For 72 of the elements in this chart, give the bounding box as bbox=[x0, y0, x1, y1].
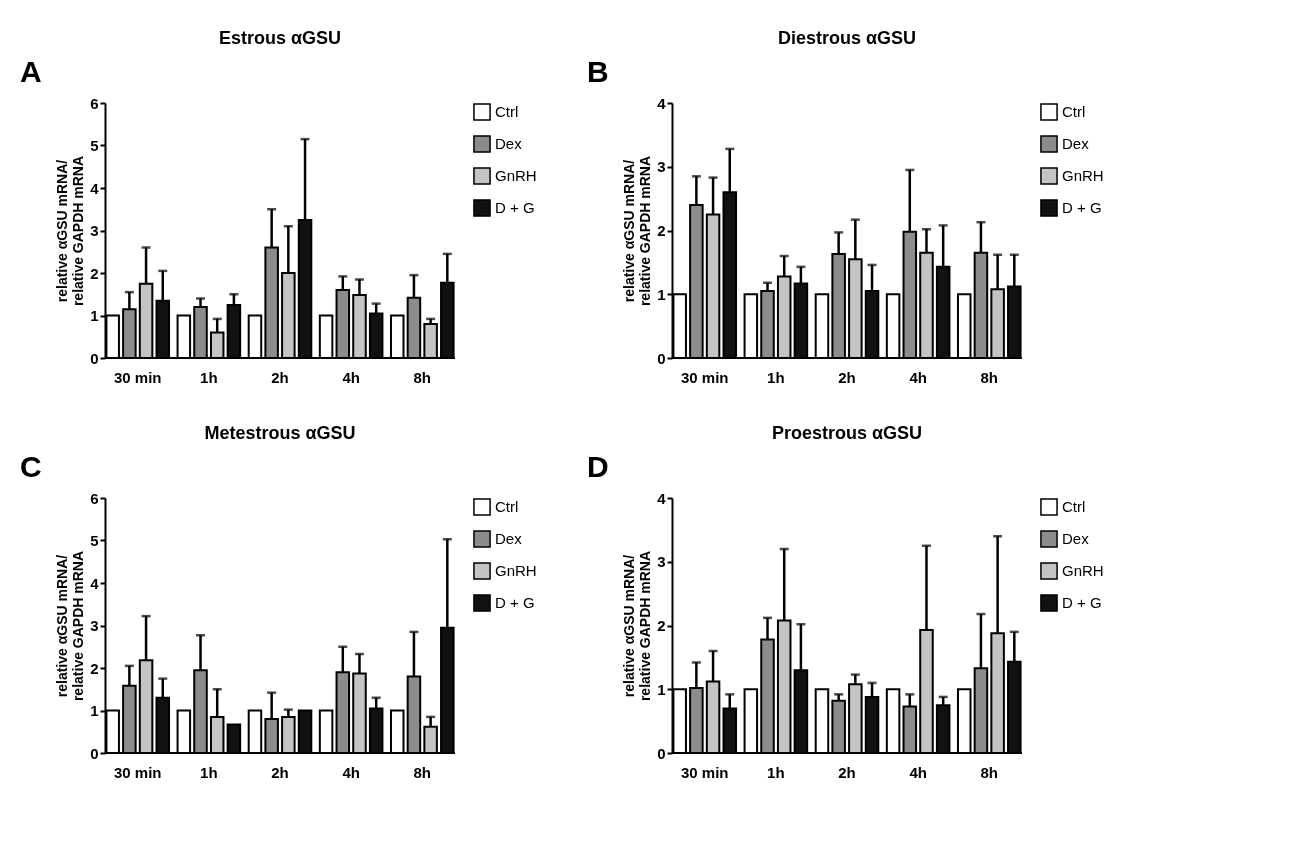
legend-label: Dex bbox=[1062, 135, 1090, 152]
y-tick-label: 2 bbox=[657, 222, 666, 239]
x-tick-label: 30 min bbox=[113, 368, 162, 386]
legend-label: D + G bbox=[495, 199, 535, 216]
legend-label: GnRH bbox=[495, 167, 537, 184]
x-tick-label: 4h bbox=[909, 763, 927, 781]
legend-label: D + G bbox=[1062, 594, 1102, 611]
text: C bbox=[20, 450, 42, 483]
x-tick-label: 1h bbox=[767, 368, 785, 386]
x-tick-label: 1h bbox=[767, 763, 785, 781]
text: A bbox=[20, 55, 42, 88]
chart-title: Proestrous αGSU bbox=[771, 423, 923, 443]
y-tick-label: 0 bbox=[90, 349, 99, 367]
y-axis-title: relative αGSU mRNA/ relative GAPDH mRNA bbox=[54, 155, 87, 307]
x-tick-label: 2h bbox=[271, 763, 289, 781]
y-tick-label: 0 bbox=[90, 744, 99, 762]
y-tick-label: 2 bbox=[657, 617, 666, 634]
text: B bbox=[587, 55, 609, 88]
legend-label: Ctrl bbox=[1062, 103, 1086, 120]
y-tick-label: 0 bbox=[657, 349, 666, 367]
legend-label: Ctrl bbox=[1062, 498, 1086, 515]
y-tick-label: 3 bbox=[657, 158, 666, 176]
x-tick-label: 4h bbox=[909, 368, 927, 386]
y-tick-label: 5 bbox=[90, 137, 99, 154]
chart-title: Estrous αGSU bbox=[218, 28, 342, 48]
x-tick-label: 4h bbox=[342, 368, 360, 386]
legend-label: Ctrl bbox=[495, 498, 519, 515]
text: D bbox=[587, 450, 609, 483]
x-tick-label: 30 min bbox=[680, 763, 729, 781]
y-tick-label: 6 bbox=[90, 94, 99, 112]
y-axis-title: relative αGSU mRNA/ relative GAPDH mRNA bbox=[54, 550, 87, 702]
x-tick-label: 2h bbox=[271, 368, 289, 386]
x-tick-label: 8h bbox=[980, 763, 999, 781]
y-tick-label: 1 bbox=[90, 702, 99, 719]
legend-label: Dex bbox=[1062, 530, 1090, 547]
y-tick-label: 1 bbox=[90, 307, 99, 324]
x-tick-label: 1h bbox=[200, 368, 218, 386]
y-tick-label: 3 bbox=[657, 553, 666, 571]
y-tick-label: 6 bbox=[90, 489, 99, 507]
x-tick-label: 8h bbox=[980, 368, 999, 386]
x-tick-label: 2h bbox=[838, 368, 856, 386]
x-tick-label: 1h bbox=[200, 763, 218, 781]
legend-label: GnRH bbox=[1062, 562, 1104, 579]
legend-label: Dex bbox=[495, 135, 523, 152]
x-tick-label: 4h bbox=[342, 763, 360, 781]
x-tick-label: 2h bbox=[838, 763, 856, 781]
legend-label: Ctrl bbox=[495, 103, 519, 120]
y-tick-label: 4 bbox=[657, 94, 667, 112]
y-tick-label: 3 bbox=[90, 222, 99, 239]
legend-label: D + G bbox=[1062, 199, 1102, 216]
y-tick-label: 4 bbox=[657, 489, 667, 507]
y-tick-label: 3 bbox=[90, 617, 99, 634]
chart-title: Metestrous αGSU bbox=[204, 423, 356, 443]
y-tick-label: 0 bbox=[657, 744, 666, 762]
legend-label: GnRH bbox=[495, 562, 537, 579]
x-tick-label: 8h bbox=[413, 763, 432, 781]
y-tick-label: 2 bbox=[90, 264, 99, 282]
y-tick-label: 4 bbox=[90, 179, 100, 197]
x-tick-label: 30 min bbox=[113, 763, 162, 781]
y-tick-label: 1 bbox=[657, 285, 666, 303]
y-tick-label: 5 bbox=[90, 532, 99, 549]
chart-title: Diestrous αGSU bbox=[777, 28, 917, 48]
y-tick-label: 1 bbox=[657, 680, 666, 698]
y-tick-label: 2 bbox=[90, 659, 99, 677]
y-axis-title: relative αGSU mRNA/ relative GAPDH mRNA bbox=[621, 155, 654, 307]
legend-label: GnRH bbox=[1062, 167, 1104, 184]
legend-label: D + G bbox=[495, 594, 535, 611]
x-tick-label: 8h bbox=[413, 368, 432, 386]
legend-label: Dex bbox=[495, 530, 523, 547]
y-axis-title: relative αGSU mRNA/ relative GAPDH mRNA bbox=[621, 550, 654, 702]
x-tick-label: 30 min bbox=[680, 368, 729, 386]
y-tick-label: 4 bbox=[90, 574, 100, 592]
